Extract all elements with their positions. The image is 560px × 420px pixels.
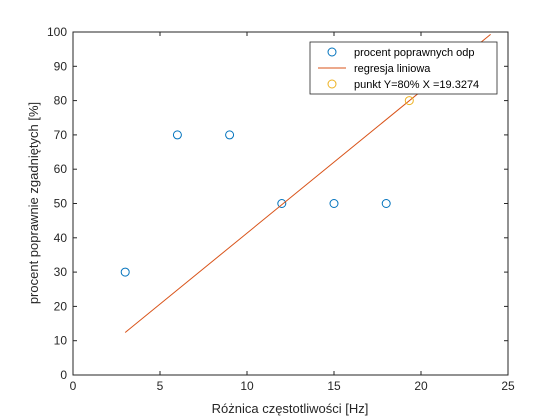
x-tick-label: 5 — [157, 379, 164, 393]
y-tick-label: 30 — [54, 265, 68, 279]
data-point — [381, 199, 391, 208]
data-point — [277, 199, 287, 208]
y-tick-label: 100 — [47, 25, 67, 39]
y-tick-label: 0 — [60, 368, 67, 382]
x-tick-label: 0 — [70, 379, 77, 393]
x-tick-label: 15 — [327, 379, 341, 393]
legend-entry-label: regresja liniowa — [354, 63, 431, 75]
y-tick-label: 40 — [54, 231, 68, 245]
data-point — [225, 130, 235, 140]
y-tick-label: 80 — [54, 94, 68, 108]
legend-entry-label: procent poprawnych odp — [354, 47, 474, 59]
x-tick-label: 10 — [240, 379, 254, 393]
y-tick-label: 90 — [54, 59, 68, 73]
x-axis-label: Różnica częstotliwości [Hz] — [212, 401, 369, 416]
y-tick-label: 20 — [54, 299, 68, 313]
legend-entry-label: punkt Y=80% X =19.3274 — [354, 79, 479, 91]
y-tick-label: 70 — [54, 128, 68, 142]
y-tick-label: 60 — [54, 162, 68, 176]
x-tick-label: 20 — [414, 379, 428, 393]
highlight-point — [404, 96, 414, 106]
data-point — [120, 267, 130, 277]
data-point — [329, 199, 339, 208]
x-tick-label: 25 — [501, 379, 515, 393]
y-axis-label: procent poprawnie zgadniętych [%] — [26, 102, 41, 304]
y-tick-label: 10 — [54, 334, 68, 348]
legend: procent poprawnych odp regresja liniowa pu… — [309, 41, 498, 95]
legend-marker-swatch — [327, 47, 337, 57]
y-tick-label: 50 — [54, 197, 68, 211]
data-point — [172, 130, 182, 140]
legend-marker-swatch — [327, 79, 337, 89]
